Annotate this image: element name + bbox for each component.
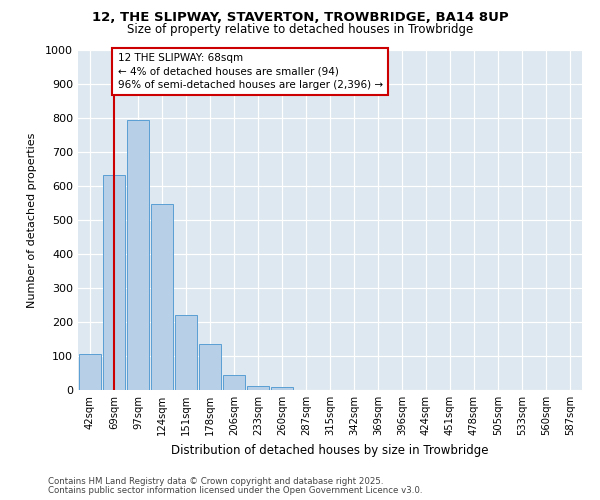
Bar — [271, 388, 293, 390]
Bar — [151, 204, 173, 390]
Text: 12, THE SLIPWAY, STAVERTON, TROWBRIDGE, BA14 8UP: 12, THE SLIPWAY, STAVERTON, TROWBRIDGE, … — [92, 11, 508, 24]
Bar — [175, 314, 197, 390]
Y-axis label: Number of detached properties: Number of detached properties — [27, 132, 37, 308]
Text: Contains HM Land Registry data © Crown copyright and database right 2025.: Contains HM Land Registry data © Crown c… — [48, 477, 383, 486]
Bar — [223, 374, 245, 390]
Bar — [199, 344, 221, 390]
Bar — [79, 354, 101, 390]
X-axis label: Distribution of detached houses by size in Trowbridge: Distribution of detached houses by size … — [171, 444, 489, 456]
Text: 12 THE SLIPWAY: 68sqm
← 4% of detached houses are smaller (94)
96% of semi-detac: 12 THE SLIPWAY: 68sqm ← 4% of detached h… — [118, 54, 383, 90]
Bar — [103, 175, 125, 390]
Text: Size of property relative to detached houses in Trowbridge: Size of property relative to detached ho… — [127, 22, 473, 36]
Text: Contains public sector information licensed under the Open Government Licence v3: Contains public sector information licen… — [48, 486, 422, 495]
Bar — [247, 386, 269, 390]
Bar — [127, 120, 149, 390]
